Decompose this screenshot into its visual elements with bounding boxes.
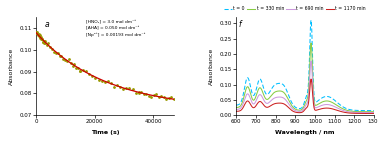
Point bbox=[36, 35, 42, 37]
Point bbox=[33, 31, 39, 33]
Point bbox=[34, 31, 40, 33]
Point bbox=[51, 51, 57, 53]
Point bbox=[146, 95, 152, 97]
Point bbox=[136, 91, 142, 93]
Point bbox=[64, 60, 70, 62]
Point bbox=[41, 41, 47, 44]
Point bbox=[141, 93, 147, 95]
Point bbox=[39, 38, 45, 40]
Point bbox=[148, 96, 154, 98]
Point bbox=[38, 38, 44, 40]
Point bbox=[33, 32, 39, 34]
Point bbox=[156, 96, 162, 98]
Text: a: a bbox=[44, 20, 49, 29]
Y-axis label: Absorbance: Absorbance bbox=[209, 48, 214, 85]
Point bbox=[47, 46, 53, 49]
Point bbox=[66, 58, 72, 60]
Point bbox=[37, 36, 43, 38]
Point bbox=[169, 96, 175, 98]
Point bbox=[34, 32, 40, 34]
Point bbox=[92, 76, 98, 79]
Point bbox=[68, 62, 74, 64]
Point bbox=[171, 98, 177, 101]
Point bbox=[41, 40, 47, 43]
Point bbox=[161, 96, 167, 98]
Point bbox=[77, 70, 83, 73]
X-axis label: Time (s): Time (s) bbox=[91, 130, 119, 135]
Point bbox=[96, 79, 102, 82]
Point bbox=[39, 38, 45, 40]
Point bbox=[75, 66, 81, 69]
Point bbox=[163, 98, 169, 100]
X-axis label: Wavelength / nm: Wavelength / nm bbox=[276, 130, 335, 135]
Point bbox=[123, 87, 129, 89]
Point bbox=[36, 33, 42, 35]
Point bbox=[40, 41, 46, 44]
Point bbox=[55, 52, 61, 54]
Point bbox=[58, 55, 64, 57]
Point bbox=[35, 34, 41, 36]
Point bbox=[130, 88, 136, 91]
Point bbox=[102, 81, 108, 83]
Point bbox=[43, 44, 50, 47]
Point bbox=[71, 63, 77, 66]
Point bbox=[138, 91, 144, 93]
Point bbox=[114, 84, 120, 87]
Point bbox=[117, 86, 123, 89]
Point bbox=[53, 51, 59, 54]
Point bbox=[136, 92, 142, 94]
Point bbox=[151, 93, 157, 96]
Point bbox=[158, 95, 164, 97]
Point bbox=[80, 69, 86, 72]
Y-axis label: Absorbance: Absorbance bbox=[9, 48, 14, 85]
Point bbox=[45, 42, 51, 44]
Point bbox=[57, 55, 63, 58]
Point bbox=[166, 97, 172, 99]
Point bbox=[73, 67, 79, 69]
Point bbox=[62, 58, 68, 61]
Point bbox=[105, 80, 111, 82]
Point bbox=[108, 82, 114, 84]
Point bbox=[37, 36, 43, 39]
Point bbox=[77, 70, 83, 72]
Point bbox=[49, 47, 55, 50]
Point bbox=[133, 91, 139, 94]
Point bbox=[126, 87, 132, 90]
Point bbox=[86, 73, 92, 75]
Point bbox=[42, 40, 48, 42]
Point bbox=[89, 75, 95, 77]
Point bbox=[153, 93, 160, 96]
Point bbox=[143, 93, 149, 95]
Legend: t = 0, t = 330 min, t = 690 min, t = 1170 min: t = 0, t = 330 min, t = 690 min, t = 117… bbox=[222, 4, 368, 13]
Point bbox=[120, 88, 126, 90]
Point bbox=[42, 42, 48, 44]
Point bbox=[111, 86, 117, 88]
Point bbox=[37, 34, 43, 37]
Point bbox=[70, 65, 76, 67]
Text: [HNO₂] = 3.0 mol dm⁻³
[AHA] = 0.050 mol dm⁻³
[Np⁴⁺] = 0.00193 mol dm⁻³: [HNO₂] = 3.0 mol dm⁻³ [AHA] = 0.050 mol … bbox=[86, 20, 145, 37]
Point bbox=[83, 70, 89, 73]
Point bbox=[60, 57, 66, 60]
Point bbox=[40, 41, 46, 43]
Text: f: f bbox=[239, 20, 242, 29]
Point bbox=[99, 80, 105, 82]
